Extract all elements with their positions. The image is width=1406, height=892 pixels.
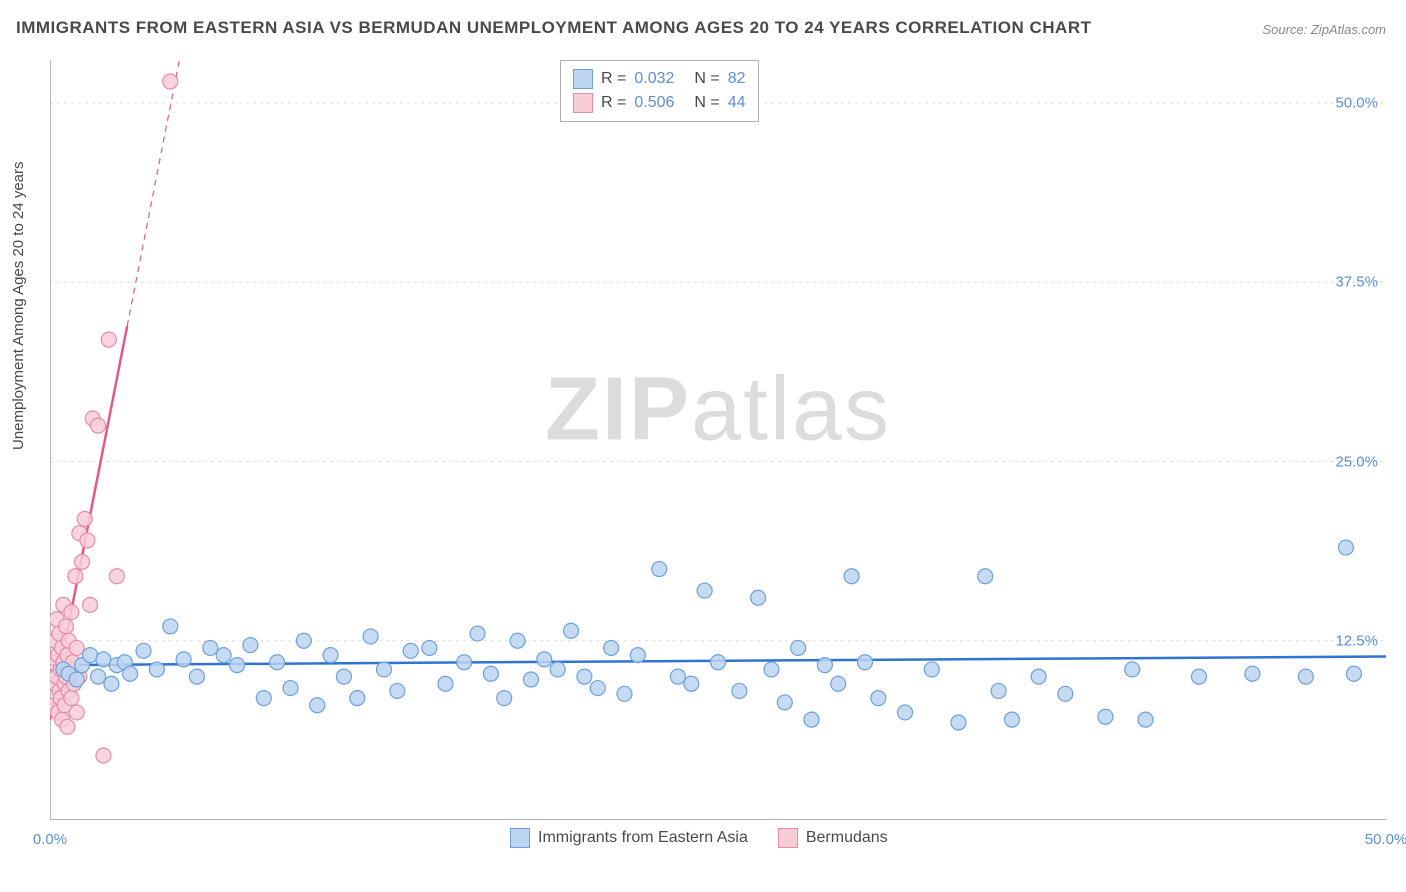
chart-title: IMMIGRANTS FROM EASTERN ASIA VS BERMUDAN… [16, 18, 1092, 38]
legend-item-pink: Bermudans [778, 828, 888, 848]
series-label-blue: Immigrants from Eastern Asia [538, 829, 748, 847]
series-legend: Immigrants from Eastern Asia Bermudans [510, 828, 888, 848]
legend-swatch-pink [778, 828, 798, 848]
n-value-pink: 44 [728, 94, 746, 112]
legend-swatch-blue [573, 69, 593, 89]
x-tick-label: 0.0% [33, 831, 67, 848]
r-label: R = [601, 70, 626, 88]
legend-swatch-pink [573, 93, 593, 113]
n-label: N = [694, 94, 719, 112]
y-tick-label: 12.5% [1335, 632, 1378, 649]
y-tick-label: 25.0% [1335, 453, 1378, 470]
correlation-legend: R = 0.032 N = 82 R = 0.506 N = 44 [560, 60, 759, 122]
n-label: N = [694, 70, 719, 88]
n-value-blue: 82 [728, 70, 746, 88]
legend-item-blue: Immigrants from Eastern Asia [510, 828, 748, 848]
r-label: R = [601, 94, 626, 112]
legend-swatch-blue [510, 828, 530, 848]
scatter-plot: ZIPatlas R = 0.032 N = 82 R = 0.506 N = … [50, 60, 1386, 820]
r-value-pink: 0.506 [634, 94, 674, 112]
y-tick-label: 37.5% [1335, 274, 1378, 291]
y-axis-label: Unemployment Among Ages 20 to 24 years [10, 161, 27, 450]
x-tick-label: 50.0% [1365, 831, 1406, 848]
source-attribution: Source: ZipAtlas.com [1262, 22, 1386, 37]
plot-svg [50, 60, 1386, 820]
y-tick-label: 50.0% [1335, 95, 1378, 112]
legend-row-blue: R = 0.032 N = 82 [573, 67, 746, 91]
legend-row-pink: R = 0.506 N = 44 [573, 91, 746, 115]
series-label-pink: Bermudans [806, 829, 888, 847]
r-value-blue: 0.032 [634, 70, 674, 88]
